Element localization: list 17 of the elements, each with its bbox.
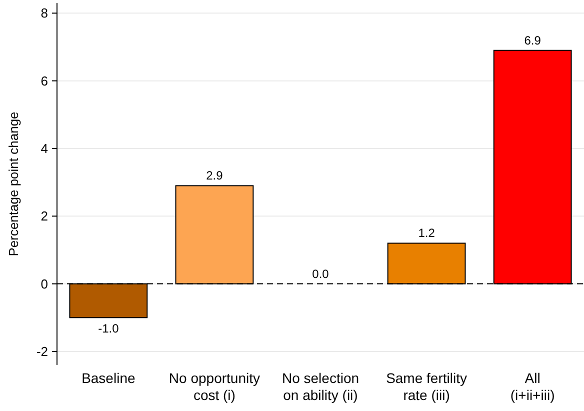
data-label: 1.2 bbox=[418, 226, 436, 240]
y-tick-label: -2 bbox=[36, 344, 48, 360]
y-tick-label: 0 bbox=[40, 276, 48, 292]
x-tick-label: All (i+ii+iii) bbox=[510, 370, 555, 403]
data-label: 2.9 bbox=[206, 168, 224, 183]
data-label: 6.9 bbox=[524, 33, 542, 48]
y-tick-label: 2 bbox=[40, 208, 48, 224]
x-tick-label: No opportunity cost (i) bbox=[168, 370, 260, 403]
y-tick-label: 4 bbox=[40, 141, 48, 156]
y-tick-label: 6 bbox=[40, 73, 48, 88]
y-tick-label: 8 bbox=[40, 6, 48, 21]
data-label: -1.0 bbox=[98, 322, 120, 336]
data-label: 0.0 bbox=[312, 266, 330, 281]
y-axis-title: Percentage point change bbox=[6, 112, 21, 256]
x-tick-label: No selection on ability (ii) bbox=[282, 370, 360, 403]
x-tick-label: Baseline bbox=[82, 370, 136, 386]
x-tick-label: Same fertility rate (iii) bbox=[386, 370, 467, 403]
